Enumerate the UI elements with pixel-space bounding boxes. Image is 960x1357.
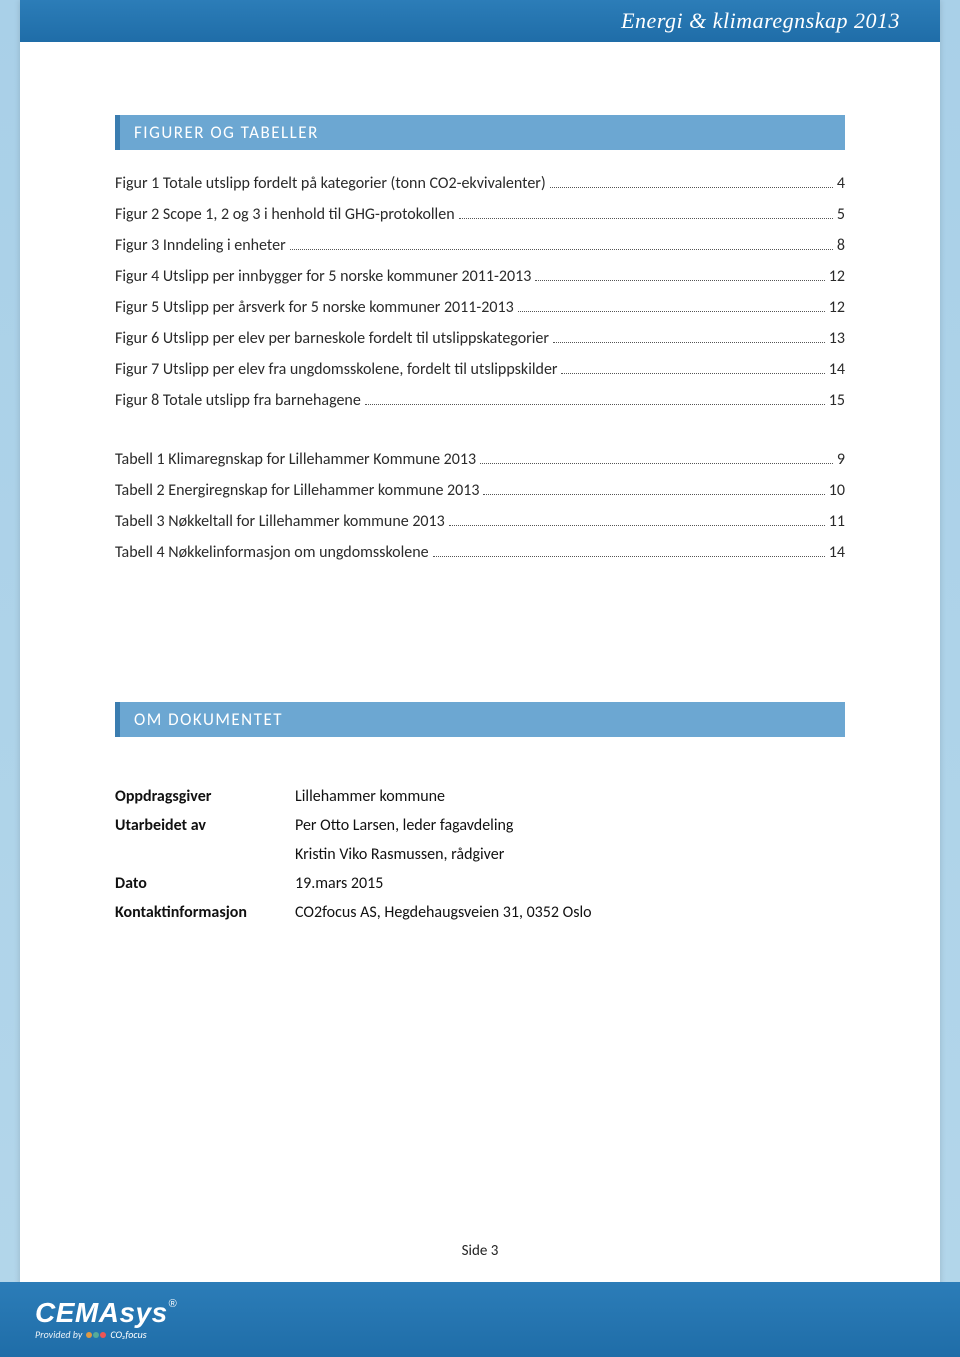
toc-figure-page: 5 xyxy=(837,205,845,224)
toc-table-page: 10 xyxy=(829,481,845,500)
logo-provided-by: Provided by xyxy=(35,1330,82,1340)
toc-figure-text: Figur 7 Utslipp per elev fra ungdomsskol… xyxy=(115,360,557,379)
toc-figures: Figur 1 Totale utslipp fordelt på katego… xyxy=(115,174,845,410)
info-row: Utarbeidet avPer Otto Larsen, leder faga… xyxy=(115,816,845,835)
toc-leader-dots xyxy=(290,249,833,250)
toc-figure-line: Figur 5 Utslipp per årsverk for 5 norske… xyxy=(115,298,845,317)
toc-table-text: Tabell 3 Nøkkeltall for Lillehammer komm… xyxy=(115,512,445,531)
toc-leader-dots xyxy=(550,187,833,188)
footer-band: CEMAsys® Provided by CO₂focus xyxy=(0,1282,960,1357)
toc-leader-dots xyxy=(449,525,825,526)
info-value: Per Otto Larsen, leder fagavdeling xyxy=(295,816,845,835)
logo-main-text: CEMAsys® xyxy=(35,1299,177,1327)
logo-co2focus: CO₂focus xyxy=(110,1330,146,1340)
info-label: Oppdragsgiver xyxy=(115,787,295,806)
toc-figure-page: 13 xyxy=(829,329,845,348)
toc-figure-page: 15 xyxy=(829,391,845,410)
info-label: Dato xyxy=(115,874,295,893)
toc-figure-line: Figur 3 Inndeling i enheter 8 xyxy=(115,236,845,255)
toc-table-line: Tabell 4 Nøkkelinformasjon om ungdomssko… xyxy=(115,543,845,562)
toc-tables: Tabell 1 Klimaregnskap for Lillehammer K… xyxy=(115,450,845,562)
section-bar-about: OM DOKUMENTET xyxy=(115,702,845,737)
toc-table-text: Tabell 4 Nøkkelinformasjon om ungdomssko… xyxy=(115,543,429,562)
toc-figure-page: 14 xyxy=(829,360,845,379)
info-label: Utarbeidet av xyxy=(115,816,295,835)
toc-leader-dots xyxy=(365,404,825,405)
toc-table-text: Tabell 2 Energiregnskap for Lillehammer … xyxy=(115,481,479,500)
toc-figure-text: Figur 8 Totale utslipp fra barnehagene xyxy=(115,391,361,410)
toc-table-line: Tabell 3 Nøkkeltall for Lillehammer komm… xyxy=(115,512,845,531)
toc-figure-page: 12 xyxy=(829,298,845,317)
toc-leader-dots xyxy=(518,311,825,312)
toc-leader-dots xyxy=(433,556,825,557)
toc-figure-line: Figur 2 Scope 1, 2 og 3 i henhold til GH… xyxy=(115,205,845,224)
toc-table-page: 11 xyxy=(829,512,845,531)
header-strip: Energi & klimaregnskap 2013 xyxy=(20,0,940,42)
toc-figure-line: Figur 6 Utslipp per elev per barneskole … xyxy=(115,329,845,348)
info-value: CO2focus AS, Hegdehaugsveien 31, 0352 Os… xyxy=(295,903,845,922)
toc-figure-line: Figur 1 Totale utslipp fordelt på katego… xyxy=(115,174,845,193)
info-row: OppdragsgiverLillehammer kommune xyxy=(115,787,845,806)
info-label xyxy=(115,845,295,864)
toc-figure-page: 4 xyxy=(837,174,845,193)
section-bar-figures: FIGURER OG TABELLER xyxy=(115,115,845,150)
toc-figure-line: Figur 8 Totale utslipp fra barnehagene 15 xyxy=(115,391,845,410)
footer-logo: CEMAsys® Provided by CO₂focus xyxy=(35,1299,177,1340)
toc-figure-text: Figur 3 Inndeling i enheter xyxy=(115,236,286,255)
info-label: Kontaktinformasjon xyxy=(115,903,295,922)
toc-table-text: Tabell 1 Klimaregnskap for Lillehammer K… xyxy=(115,450,476,469)
toc-figure-text: Figur 2 Scope 1, 2 og 3 i henhold til GH… xyxy=(115,205,455,224)
toc-table-page: 9 xyxy=(837,450,845,469)
toc-figure-line: Figur 4 Utslipp per innbygger for 5 nors… xyxy=(115,267,845,286)
toc-figure-line: Figur 7 Utslipp per elev fra ungdomsskol… xyxy=(115,360,845,379)
toc-leader-dots xyxy=(535,280,824,281)
info-value: Lillehammer kommune xyxy=(295,787,845,806)
toc-table-line: Tabell 1 Klimaregnskap for Lillehammer K… xyxy=(115,450,845,469)
toc-figure-text: Figur 1 Totale utslipp fordelt på katego… xyxy=(115,174,546,193)
toc-figure-page: 8 xyxy=(837,236,845,255)
toc-table-page: 14 xyxy=(829,543,845,562)
header-title: Energi & klimaregnskap 2013 xyxy=(621,8,900,34)
info-row: Kristin Viko Rasmussen, rådgiver xyxy=(115,845,845,864)
info-table: OppdragsgiverLillehammer kommuneUtarbeid… xyxy=(115,787,845,922)
page-number: Side 3 xyxy=(20,1242,940,1260)
logo-wordmark: CEMAsys xyxy=(35,1297,168,1328)
registered-icon: ® xyxy=(169,1298,178,1310)
toc-leader-dots xyxy=(483,494,824,495)
info-value: 19.mars 2015 xyxy=(295,874,845,893)
info-row: Dato19.mars 2015 xyxy=(115,874,845,893)
toc-leader-dots xyxy=(553,342,825,343)
toc-leader-dots xyxy=(480,463,833,464)
page-sheet: Energi & klimaregnskap 2013 FIGURER OG T… xyxy=(20,0,940,1330)
toc-figure-text: Figur 4 Utslipp per innbygger for 5 nors… xyxy=(115,267,531,286)
toc-figure-text: Figur 6 Utslipp per elev per barneskole … xyxy=(115,329,549,348)
logo-dots-icon xyxy=(86,1332,106,1338)
logo-subline: Provided by CO₂focus xyxy=(35,1330,177,1340)
toc-figure-page: 12 xyxy=(829,267,845,286)
toc-table-line: Tabell 2 Energiregnskap for Lillehammer … xyxy=(115,481,845,500)
toc-leader-dots xyxy=(459,218,833,219)
info-value: Kristin Viko Rasmussen, rådgiver xyxy=(295,845,845,864)
page-content: FIGURER OG TABELLER Figur 1 Totale utsli… xyxy=(20,0,940,922)
toc-figure-text: Figur 5 Utslipp per årsverk for 5 norske… xyxy=(115,298,514,317)
toc-leader-dots xyxy=(561,373,824,374)
info-row: KontaktinformasjonCO2focus AS, Hegdehaug… xyxy=(115,903,845,922)
